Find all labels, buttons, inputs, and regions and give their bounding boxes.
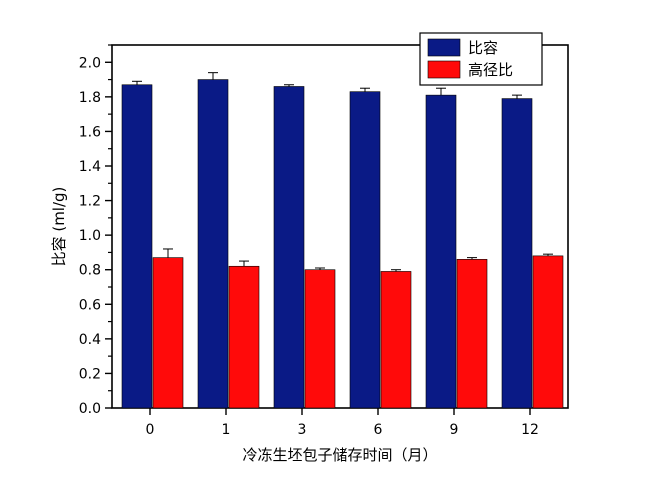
- y-tick-label: 1.6: [79, 124, 101, 140]
- bar-specific-volume: [501, 98, 533, 409]
- y-tick-label: 1.8: [79, 90, 101, 106]
- x-tick-label: 0: [146, 422, 155, 438]
- legend-swatch: [427, 38, 461, 57]
- y-axis: 0.0 0.2 0.4 0.6 0.8 1.0 1.2 1.4 1.6 1.8 2.0: [79, 44, 112, 417]
- plot-border: [111, 44, 569, 409]
- x-axis-title: 冷冻生坯包子储存时间（月）: [242, 446, 437, 464]
- bar-specific-volume: [121, 84, 153, 409]
- plot-frame: [111, 44, 569, 409]
- y-axis-title: 比容 (ml/g): [50, 187, 68, 267]
- bar-specific-volume: [349, 91, 381, 409]
- y-tick-label: 0.2: [79, 366, 101, 382]
- y-tick-label: 0.0: [79, 401, 101, 417]
- y-tick-label: 0.8: [79, 263, 101, 279]
- bar-aspect-ratio: [380, 271, 412, 409]
- x-tick-label: 12: [521, 422, 539, 438]
- x-tick-label: 9: [450, 422, 459, 438]
- legend-swatch: [427, 60, 461, 79]
- bars: [121, 79, 564, 409]
- x-axis: 0 1 3 6 9 12: [146, 408, 539, 438]
- bar-aspect-ratio: [532, 255, 564, 409]
- bar-aspect-ratio: [456, 259, 488, 409]
- bar-aspect-ratio: [304, 269, 336, 409]
- error-bars: [132, 72, 553, 272]
- bar-specific-volume: [273, 86, 305, 409]
- y-tick-label: 0.6: [79, 297, 101, 313]
- y-tick-label: 1.2: [79, 194, 101, 210]
- legend-label: 比容: [468, 39, 498, 57]
- y-tick-label: 1.0: [79, 228, 101, 244]
- bar-aspect-ratio: [152, 257, 184, 409]
- y-tick-label: 1.4: [79, 159, 101, 175]
- bar-aspect-ratio: [228, 265, 260, 409]
- legend-label: 高径比: [468, 61, 513, 79]
- bar-specific-volume: [425, 94, 457, 409]
- bar-specific-volume: [197, 79, 229, 409]
- y-tick-label: 2.0: [79, 55, 101, 71]
- x-tick-label: 6: [374, 422, 383, 438]
- x-tick-label: 1: [222, 422, 231, 438]
- x-tick-label: 3: [298, 422, 307, 438]
- y-tick-label: 0.4: [79, 332, 101, 348]
